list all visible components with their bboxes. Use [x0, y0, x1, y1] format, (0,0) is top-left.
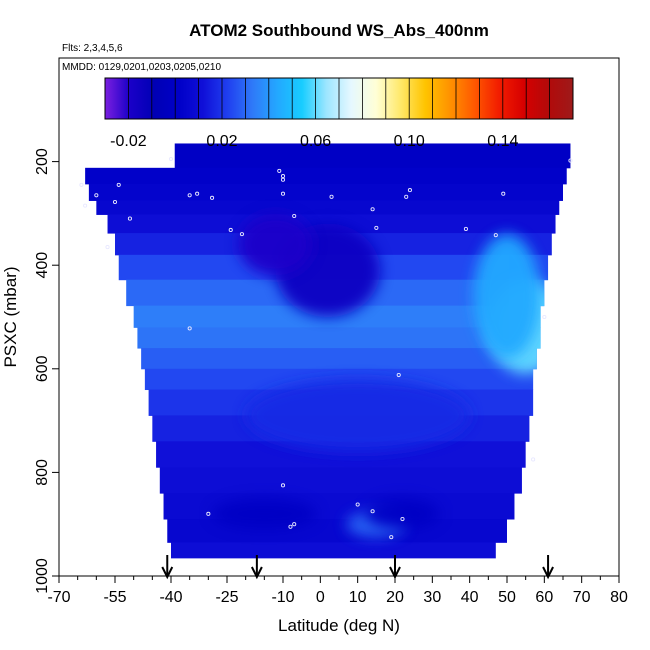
sample-point — [239, 232, 244, 237]
y-axis-label: PSXC (mbar) — [1, 266, 20, 367]
curtain-feature — [365, 498, 440, 530]
curtain-band — [137, 327, 541, 349]
sample-point — [83, 203, 88, 208]
arrow-marker — [389, 555, 401, 580]
sample-point — [374, 225, 379, 230]
y-tick-label: 600 — [34, 355, 51, 382]
x-tick-label: 30 — [423, 589, 441, 606]
sample-point — [288, 524, 293, 529]
sample-point — [280, 191, 286, 196]
curtain-band — [88, 183, 563, 201]
x-tick-label: 70 — [573, 589, 591, 606]
colorbar-tick-label: 0.10 — [394, 133, 425, 150]
y-tick-label: 200 — [34, 148, 51, 175]
colorbar: -0.02 0.02 0.06 0.10 0.14 — [104, 77, 574, 150]
sample-point — [280, 177, 286, 182]
x-tick-label: 80 — [610, 589, 628, 606]
sample-point — [501, 191, 506, 196]
sample-point — [493, 233, 498, 238]
flight-points — [79, 156, 573, 540]
colorbar-tick-label: 0.02 — [206, 133, 237, 150]
sample-point — [370, 207, 375, 212]
sample-point — [463, 226, 468, 231]
curtain-features — [212, 213, 563, 538]
sample-point — [370, 509, 375, 514]
curtain-feature — [212, 498, 317, 530]
sample-point — [79, 182, 84, 187]
x-tick-label: -25 — [215, 589, 238, 606]
sample-point — [407, 188, 412, 193]
sample-point — [277, 168, 282, 173]
sample-point — [531, 457, 536, 462]
sample-point — [228, 227, 233, 233]
arrow-marker — [161, 555, 174, 580]
sample-point — [400, 516, 405, 522]
sample-point — [105, 245, 110, 250]
y-axis: 200 400 600 800 1000 — [34, 148, 59, 594]
sample-point — [542, 314, 547, 320]
x-tick-label: 60 — [535, 589, 553, 606]
x-tick-label: -10 — [271, 589, 294, 606]
sample-point — [404, 194, 409, 199]
y-tick-label: 400 — [34, 252, 51, 279]
x-axis-label: Latitude (deg N) — [278, 616, 400, 635]
curtain-feature — [238, 213, 313, 276]
curtain-band — [159, 467, 522, 494]
colorbar-tick-label: 0.14 — [487, 133, 518, 150]
x-tick-label: -55 — [103, 589, 126, 606]
x-tick-label: 20 — [386, 589, 404, 606]
curtain-band — [174, 143, 571, 169]
sample-point — [396, 372, 401, 378]
x-tick-label: -40 — [159, 589, 182, 606]
sample-point — [127, 216, 132, 221]
sample-point — [568, 158, 573, 163]
sample-point — [112, 199, 118, 205]
colorbar-tick-label: 0.06 — [300, 133, 331, 150]
curtain-band — [96, 200, 560, 215]
x-tick-label: 50 — [498, 589, 516, 606]
sample-point — [168, 156, 174, 162]
plot-area — [85, 143, 571, 559]
sample-point — [94, 193, 99, 198]
curtain-band — [141, 348, 537, 370]
curtain-band — [85, 167, 567, 185]
x-tick-label: 10 — [349, 589, 367, 606]
sample-point — [389, 535, 394, 540]
arrow-markers — [161, 555, 554, 580]
curtain-feature — [245, 379, 470, 452]
sample-point — [292, 213, 297, 219]
x-tick-label: -70 — [47, 589, 70, 606]
x-tick-label: 0 — [316, 589, 325, 606]
curtain-band — [167, 519, 507, 543]
y-tick-label: 1000 — [34, 558, 51, 594]
curtain-feature — [473, 234, 541, 359]
curtain-band — [171, 542, 496, 559]
sample-point — [210, 195, 215, 200]
sample-point — [206, 511, 211, 516]
dates-label: MMDD: 0129,0201,0203,0205,0210 — [62, 62, 221, 73]
sample-point — [329, 194, 334, 199]
chart-title: ATOM2 Southbound WS_Abs_400nm — [189, 21, 489, 40]
x-tick-label: 40 — [461, 589, 479, 606]
sample-point — [355, 502, 360, 507]
curtain-band — [133, 305, 541, 328]
sample-point — [187, 326, 192, 331]
sample-point — [292, 522, 297, 527]
sample-point — [187, 193, 192, 198]
sample-point — [280, 483, 286, 488]
flights-label: Flts: 2,3,4,5,6 — [62, 43, 123, 54]
sample-point — [195, 191, 200, 196]
colorbar-tick-label: -0.02 — [110, 133, 147, 150]
y-tick-label: 800 — [34, 459, 51, 486]
sample-point — [116, 182, 121, 187]
arrow-marker — [542, 555, 554, 580]
x-axis: -70 -55 -40 -25 -10 0 10 20 30 40 50 60 70 80 — [47, 576, 628, 606]
curtain-band — [144, 368, 534, 391]
arrow-marker — [250, 555, 263, 580]
